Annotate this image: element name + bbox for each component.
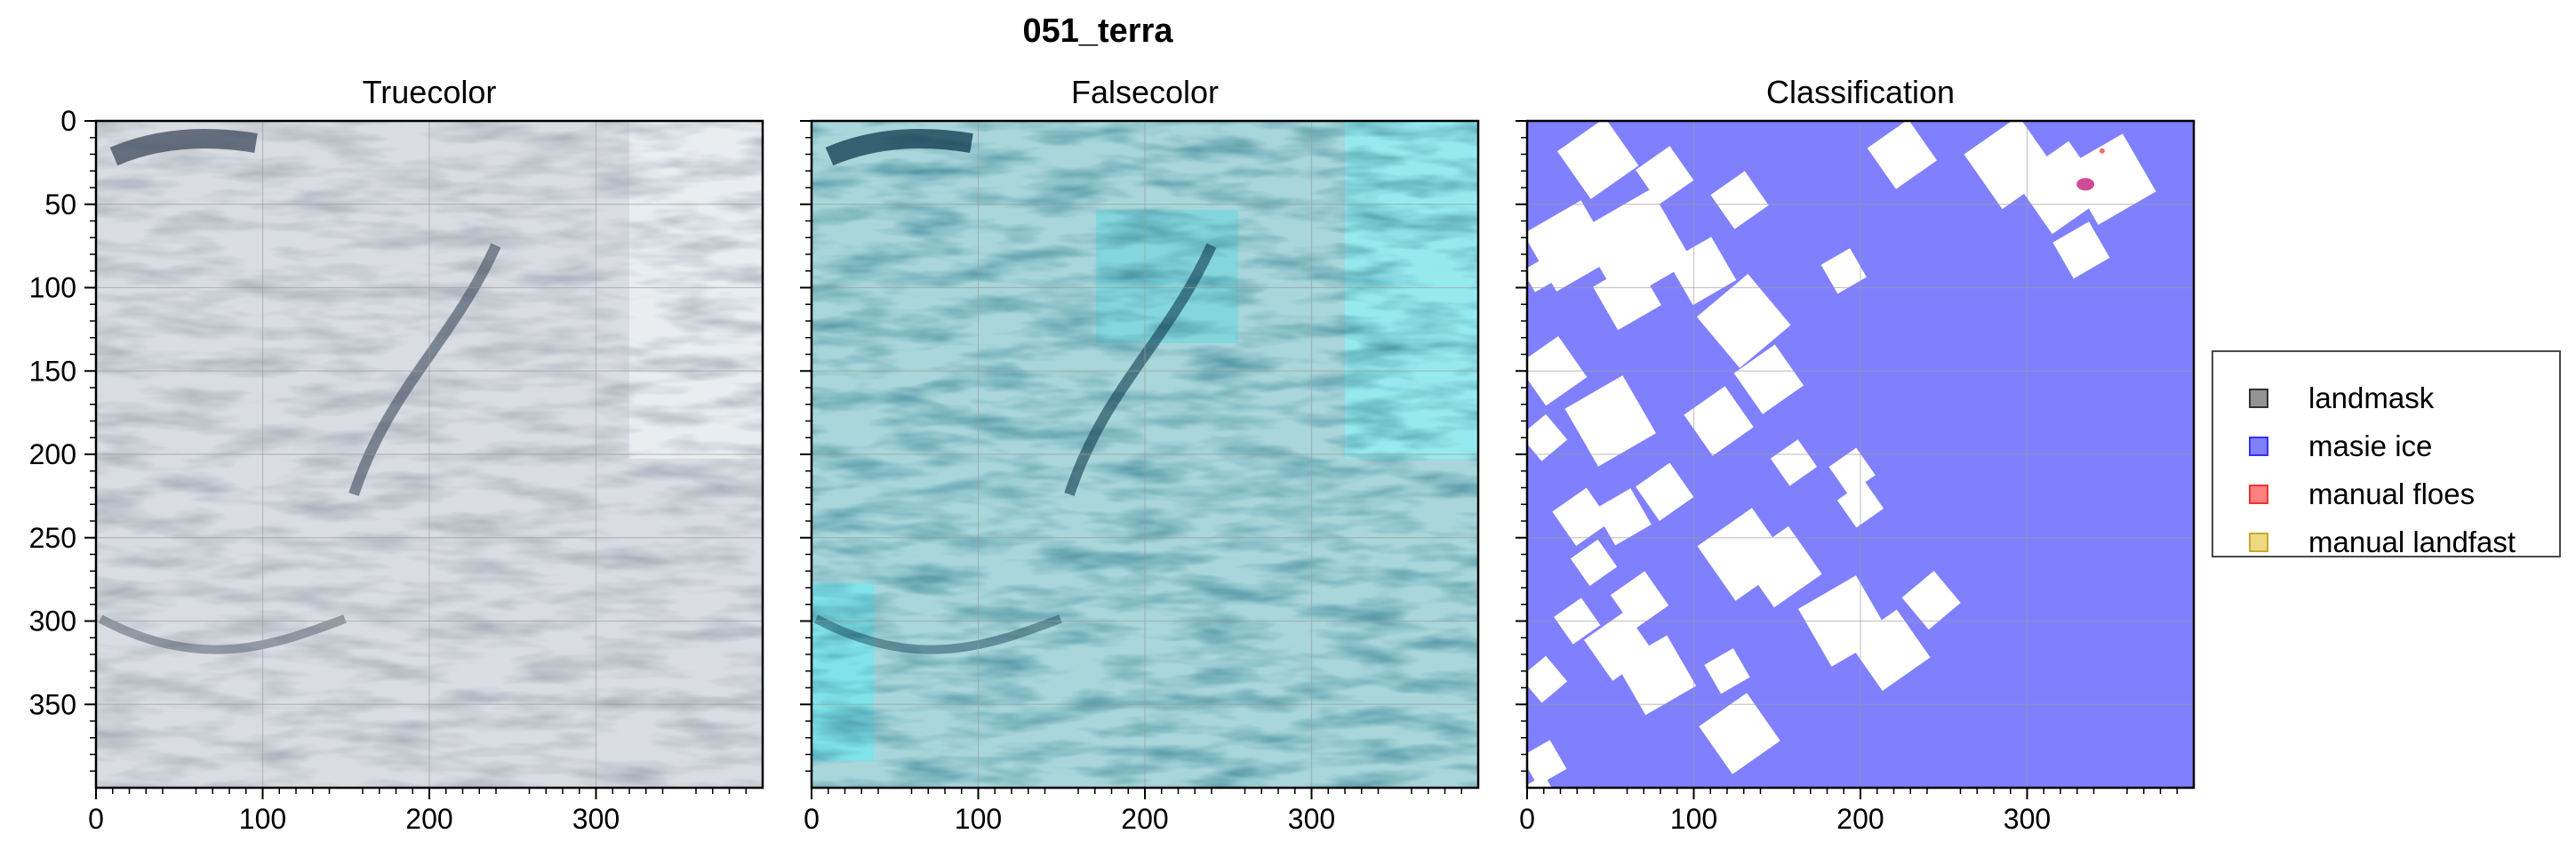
cloud-gap xyxy=(1696,274,1791,368)
cloud-gap xyxy=(1552,487,1611,546)
cloud-gap xyxy=(1527,740,1567,786)
figure-title: 051_terra xyxy=(1022,12,1173,50)
cloud-gap xyxy=(1733,344,1804,414)
y-tick-label: 0 xyxy=(60,105,76,137)
y-tick-label: 200 xyxy=(29,438,76,470)
cloud-gap xyxy=(1527,774,1557,788)
cloud-gap xyxy=(1564,375,1656,467)
y-tick-label: 150 xyxy=(29,355,76,387)
dark-lead xyxy=(98,614,347,654)
cloud-gap xyxy=(1636,462,1694,521)
cloud-gap xyxy=(1527,413,1568,461)
x-tick-label: 0 xyxy=(1519,803,1535,835)
legend-swatch-landmask xyxy=(2249,389,2268,408)
cloud-gap xyxy=(1740,525,1822,608)
x-tick-label: 200 xyxy=(405,803,452,835)
x-tick-label: 300 xyxy=(1288,803,1335,835)
cloud-gap xyxy=(1901,571,1961,630)
x-tick-label: 0 xyxy=(804,803,820,835)
x-tick-label: 100 xyxy=(955,803,1002,835)
cloud-gap xyxy=(2065,133,2156,225)
x-tick-label: 0 xyxy=(88,803,104,835)
cloud-gap xyxy=(2052,221,2110,279)
manual-floe xyxy=(2099,148,2105,154)
legend-item-manual-floes: manual floes xyxy=(2249,477,2475,512)
cloud-gap xyxy=(1684,386,1754,456)
legend-item-manual-landfast: manual landfast xyxy=(2249,525,2516,560)
cloud-gap xyxy=(1704,648,1750,694)
dark-lead xyxy=(813,614,1062,654)
legend-item-landmask: landmask xyxy=(2249,381,2434,416)
panel-image xyxy=(1527,121,2194,788)
cloud-gap xyxy=(1570,539,1618,586)
legend-label: manual landfast xyxy=(2308,525,2516,558)
y-tick-label: 350 xyxy=(29,688,76,720)
legend-label: masie ice xyxy=(2308,429,2433,462)
panel-title: Classification xyxy=(1766,74,1955,110)
x-tick-label: 200 xyxy=(1121,803,1168,835)
cloud-gap xyxy=(1820,248,1867,294)
cloud-gap xyxy=(1578,188,1692,303)
manual-floe xyxy=(2076,178,2095,191)
legend-swatch-manual-landfast xyxy=(2249,533,2268,552)
y-tick-label: 50 xyxy=(44,188,76,221)
y-tick-label: 300 xyxy=(29,605,76,637)
panel-title: Truecolor xyxy=(363,74,497,110)
dark-lead xyxy=(109,129,258,166)
legend-swatch-masie-ice xyxy=(2249,437,2268,456)
y-tick-label: 250 xyxy=(29,522,76,554)
legend-label: manual floes xyxy=(2308,477,2476,510)
cloud-gap xyxy=(1594,488,1652,546)
cloud-gap xyxy=(1867,121,1938,189)
cloud-gap xyxy=(1710,171,1769,229)
legend-swatch-manual-floes xyxy=(2249,485,2268,504)
x-tick-label: 200 xyxy=(1836,803,1884,835)
y-tick-label: 100 xyxy=(29,272,76,304)
cloud-gap xyxy=(1770,439,1818,486)
cloud-gap xyxy=(1527,655,1568,703)
x-tick-label: 100 xyxy=(239,803,286,835)
cloud-gap xyxy=(1849,609,1931,692)
panel-title: Falsecolor xyxy=(1071,74,1219,110)
x-tick-label: 100 xyxy=(1670,803,1717,835)
legend: landmask masie ice manual floes manual l… xyxy=(2212,350,2561,560)
cloud-gap xyxy=(1593,261,1661,331)
cloud-gap xyxy=(1527,258,1557,293)
x-tick-label: 300 xyxy=(572,803,620,835)
cloud-gap xyxy=(1616,635,1697,716)
legend-item-masie-ice: masie ice xyxy=(2249,429,2432,464)
x-tick-label: 300 xyxy=(2004,803,2051,835)
legend-label: landmask xyxy=(2308,381,2435,414)
dark-lead xyxy=(825,129,973,166)
dark-lead xyxy=(348,243,501,496)
panel-image xyxy=(812,121,1478,788)
cloud-gap xyxy=(1699,693,1780,774)
cloud-gap xyxy=(1556,121,1639,199)
dark-lead xyxy=(1064,243,1217,496)
panel-image xyxy=(96,121,763,788)
